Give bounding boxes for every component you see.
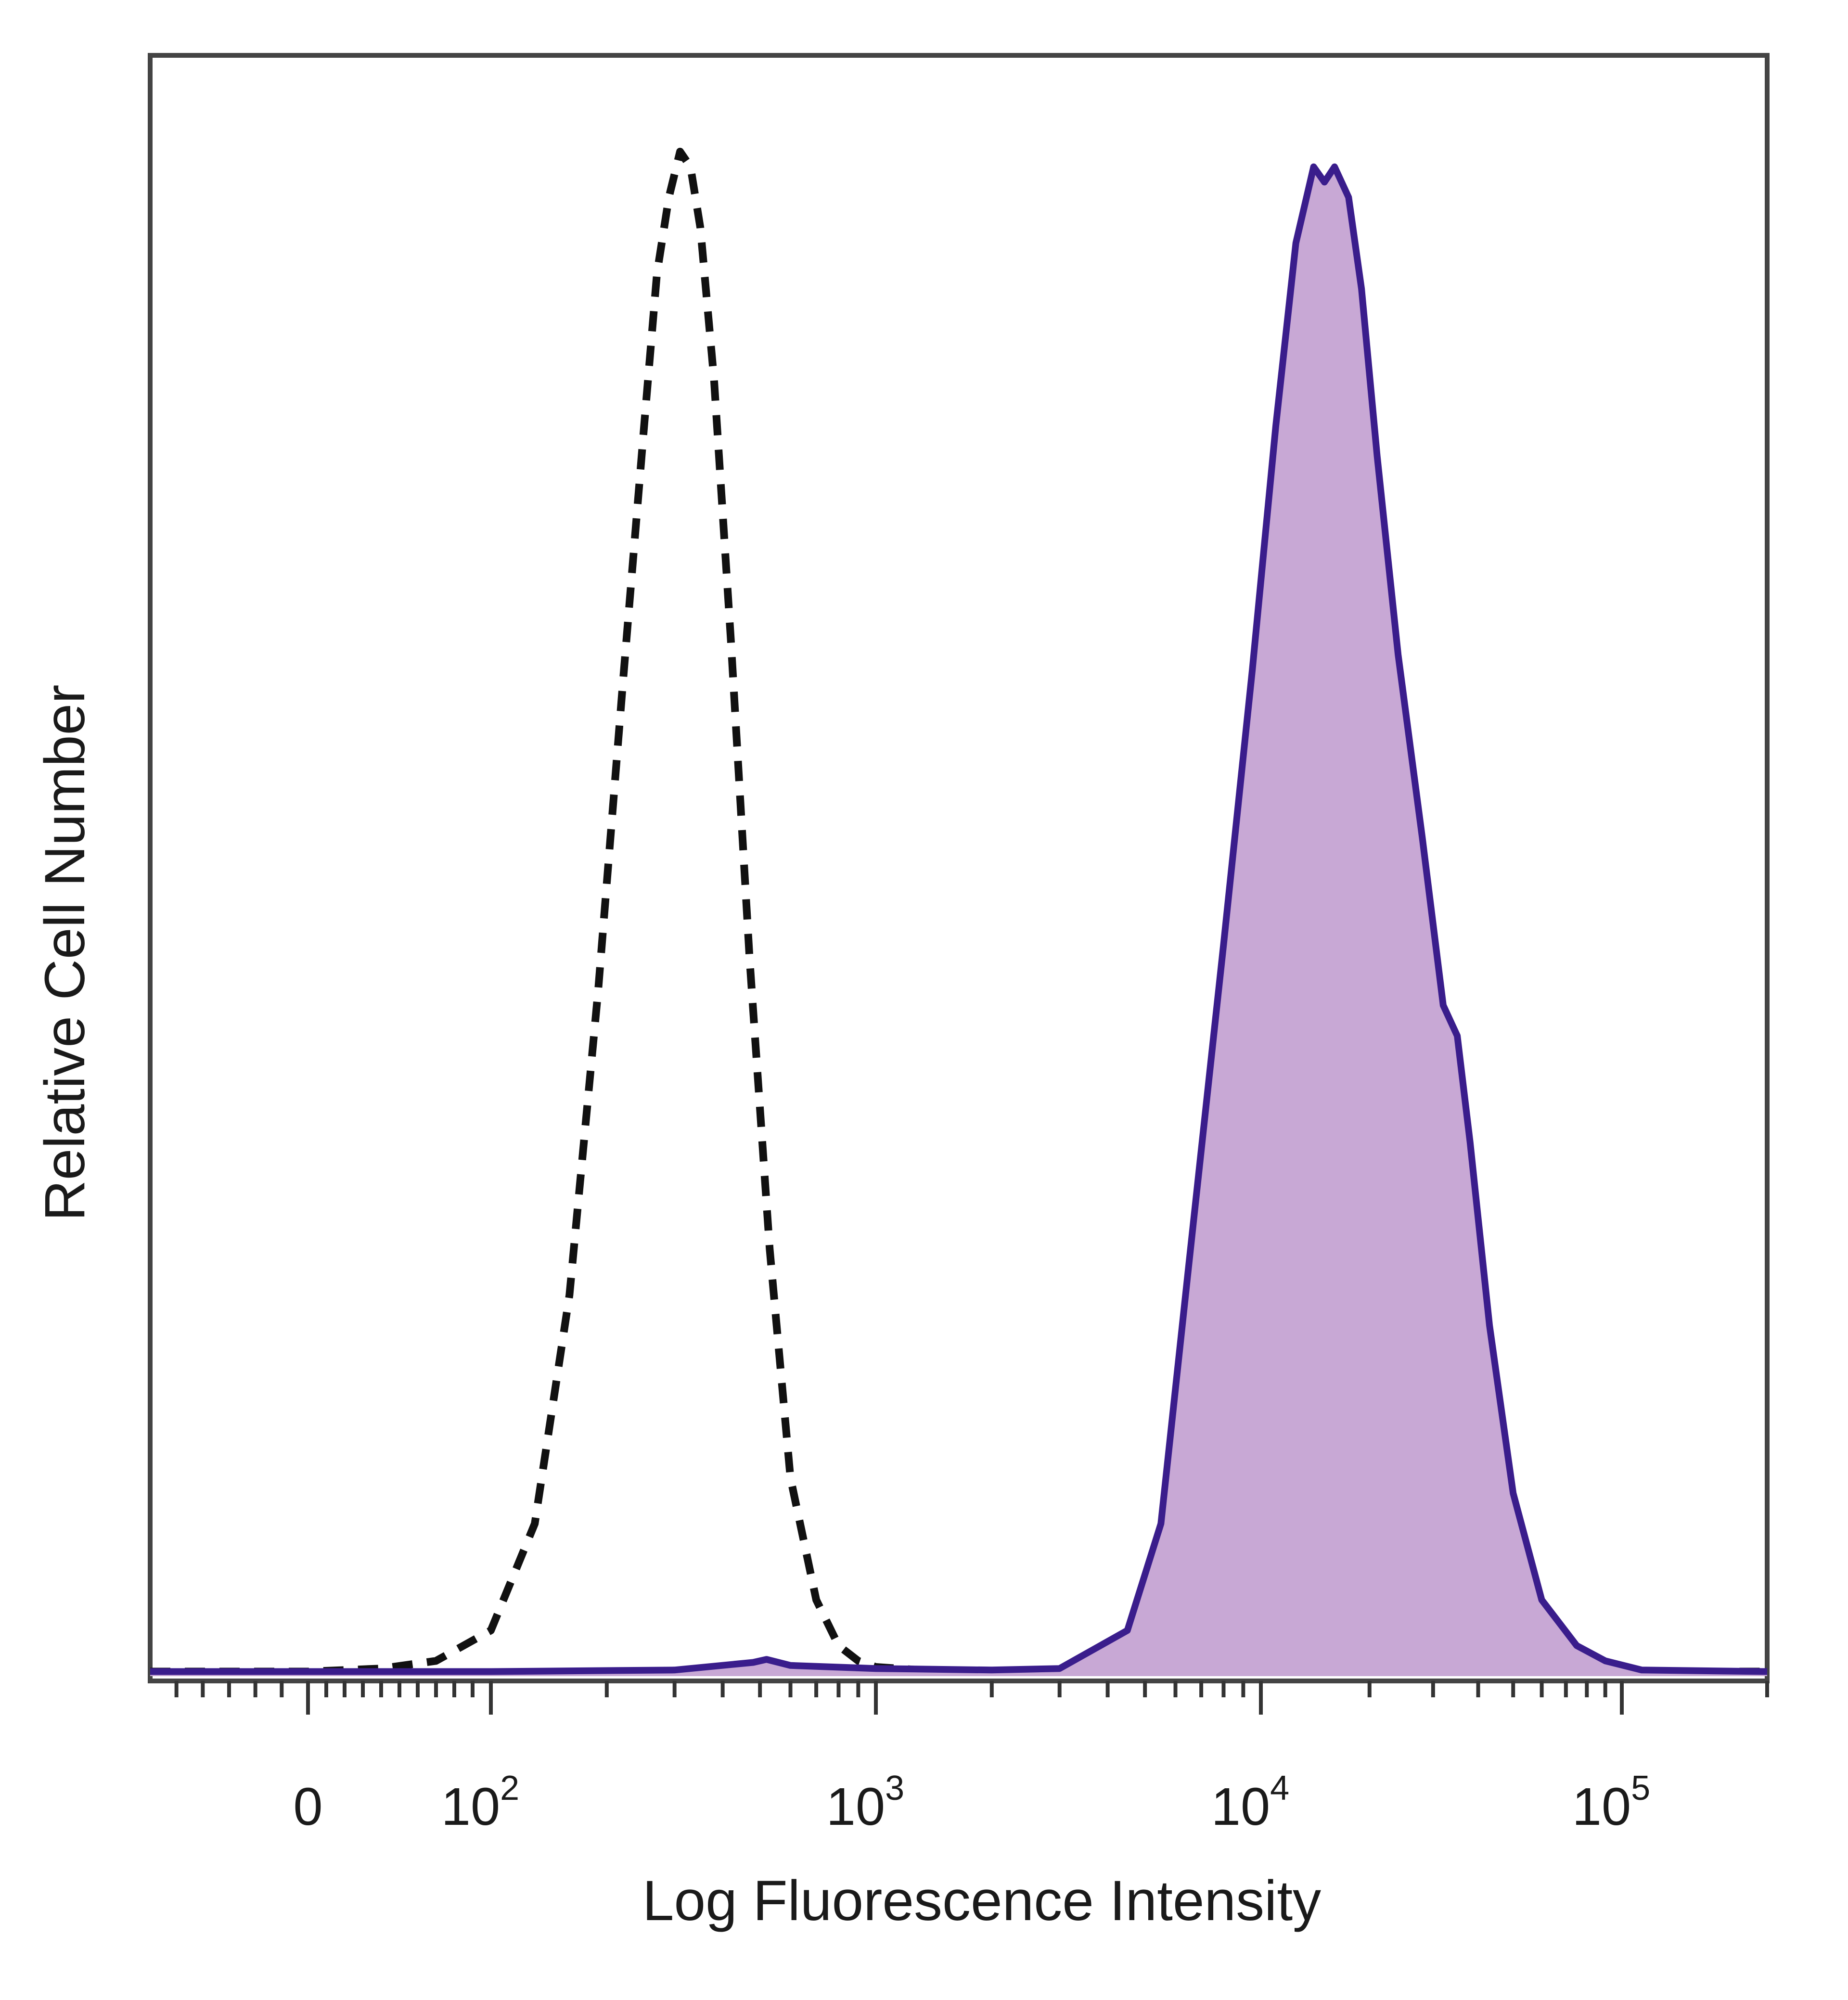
series-layer <box>150 148 1768 1677</box>
x-tick-label: 103 <box>826 1769 904 1836</box>
series-1-fill <box>150 167 1767 1677</box>
x-tick-label: 104 <box>1211 1769 1289 1836</box>
y-axis-title: Relative Cell Number <box>33 685 97 1221</box>
x-tick-label: 0 <box>293 1777 322 1836</box>
x-tick-label: 102 <box>441 1769 519 1836</box>
x-tick-label: 105 <box>1572 1769 1650 1836</box>
series-1-line <box>150 163 1768 1675</box>
x-axis: 0 102 103 104 105 <box>174 1681 1769 1836</box>
plot-frame <box>148 53 1770 1683</box>
x-axis-title: Log Fluorescence Intensity <box>642 1869 1321 1933</box>
series-0-line <box>150 148 1767 1676</box>
